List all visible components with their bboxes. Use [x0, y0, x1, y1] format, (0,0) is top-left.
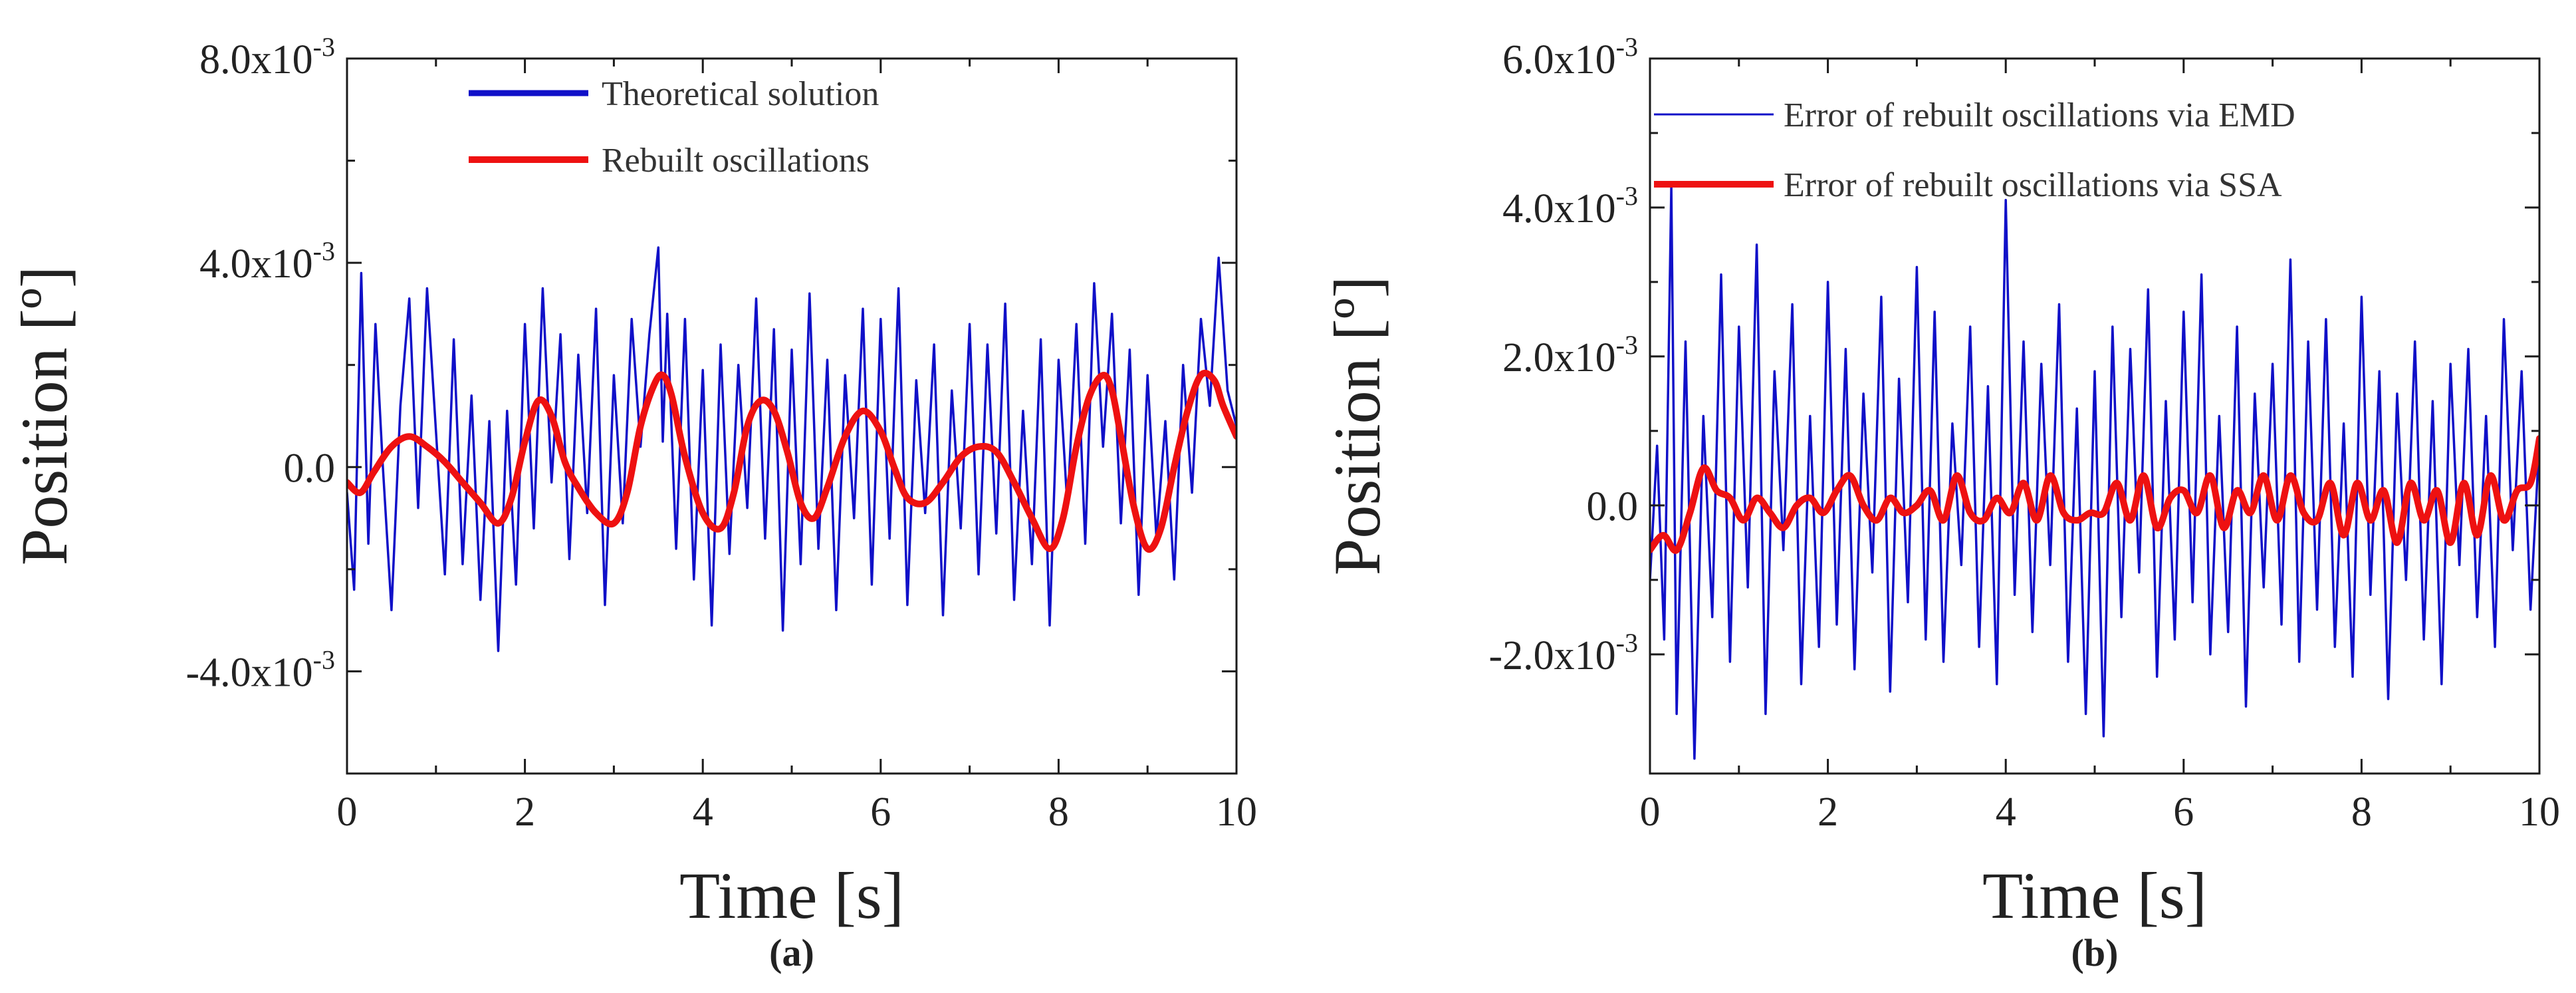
panel-a-series-blue-line: [347, 246, 1236, 652]
panel-a-ylabel: Position [º]: [7, 266, 81, 566]
panel-b-xtick-label: 0: [1640, 789, 1661, 835]
panel-b-ylabel: Position [º]: [1320, 276, 1394, 576]
panel-a-ytick-label: 8.0x10-3: [199, 32, 335, 82]
panel-a-ytick-label: 4.0x10-3: [199, 236, 335, 287]
panel-a-xtick-label: 6: [870, 789, 891, 835]
panel-a-legend: Theoretical solution Rebuilt oscillations: [469, 75, 879, 180]
panel-a-xtick-label: 4: [693, 789, 713, 835]
panel-b-xtick-label: 2: [1817, 789, 1838, 835]
panel-b-legend: Error of rebuilt oscillations via EMD Err…: [1654, 96, 2295, 204]
panel-a-xtick-label: 10: [1216, 789, 1257, 835]
panel-b-legend-label: Error of rebuilt oscillations via EMD: [1784, 96, 2295, 134]
panel-b-xtick-label: 8: [2351, 789, 2372, 835]
panel-a-ticks: 0 2 4 6 8 10 -4.0x10-3 0.0 4.0x10-3 8.0x10-3: [186, 32, 1257, 835]
panel-b-label: (b): [2071, 931, 2119, 974]
panel-b-ytick-label: -2.0x10-3: [1489, 628, 1638, 678]
panel-a-legend-label: Rebuilt oscillations: [602, 142, 870, 180]
panel-a-xtick-label: 2: [515, 789, 535, 835]
panel-b-xtick-label: 4: [1996, 789, 2016, 835]
panel-b-series-red-line: [1650, 435, 2539, 554]
panel-b-ytick-label: 6.0x10-3: [1502, 32, 1638, 82]
panel-b-ytick-label: 0.0: [1587, 484, 1639, 529]
panel-b-ytick-label: 2.0x10-3: [1502, 330, 1638, 380]
panel-a-legend-label: Theoretical solution: [602, 75, 879, 113]
panel-a-ytick-label: 0.0: [284, 446, 336, 491]
panel-b-series-blue-line: [1650, 184, 2539, 760]
panel-b-ticks: 0 2 4 6 8 10 -2.0x10-3 0.0 2.0x10-3 4.0x10-3 6.0x1…: [1489, 32, 2560, 835]
panel-b-xtick-label: 6: [2173, 789, 2194, 835]
panel-a-xlabel: Time [s]: [679, 859, 904, 932]
panel-a-plot-area: [347, 246, 1236, 652]
panel-a-xtick-label: 0: [337, 789, 358, 835]
panel-a-label: (a): [769, 931, 814, 974]
panel-b-ytick-label: 4.0x10-3: [1502, 181, 1638, 231]
panel-b-xtick-label: 10: [2519, 789, 2560, 835]
panel-b-plot-area: [1650, 184, 2539, 760]
panel-a-xtick-label: 8: [1048, 789, 1069, 835]
panel-a-series-red-line: [347, 369, 1236, 553]
panel-b-legend-label: Error of rebuilt oscillations via SSA: [1784, 166, 2282, 204]
panel-a-ytick-label: -4.0x10-3: [186, 644, 335, 695]
panel-a: 0 2 4 6 8 10 -4.0x10-3 0.0 4.0x10-3 8.0x10-3 Theo…: [7, 32, 1257, 974]
panel-b-xlabel: Time [s]: [1982, 859, 2207, 932]
panel-b: 0 2 4 6 8 10 -2.0x10-3 0.0 2.0x10-3 4.0x10-3 6.0x1…: [1320, 32, 2560, 974]
